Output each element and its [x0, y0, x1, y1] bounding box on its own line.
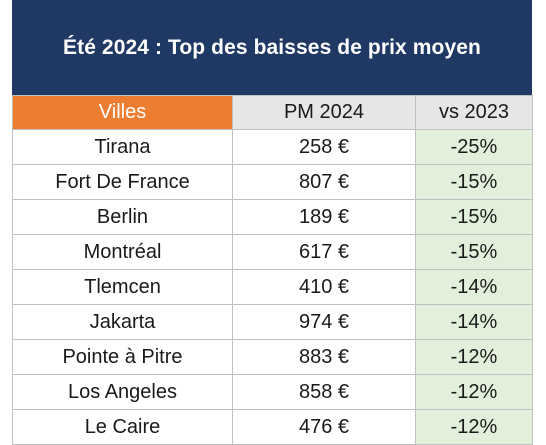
header-row: Villes PM 2024 vs 2023	[12, 95, 533, 130]
change-cell: -15%	[415, 234, 533, 270]
price-cell: 476 €	[232, 409, 416, 445]
city-cell: Jakarta	[12, 304, 233, 340]
price-cell: 258 €	[232, 129, 416, 165]
price-cell: 410 €	[232, 269, 416, 305]
change-cell: -15%	[415, 199, 533, 235]
price-cell: 617 €	[232, 234, 416, 270]
city-cell: Tlemcen	[12, 269, 233, 305]
table-title: Été 2024 : Top des baisses de prix moyen	[12, 0, 532, 95]
header-pm-2024: PM 2024	[232, 95, 416, 130]
table-row: Montréal 617 € -15%	[12, 234, 533, 270]
price-table: Villes PM 2024 vs 2023 Tirana 258 € -25%…	[12, 95, 533, 445]
city-cell: Le Caire	[12, 409, 233, 445]
price-cell: 974 €	[232, 304, 416, 340]
header-vs-2023: vs 2023	[415, 95, 533, 130]
change-cell: -14%	[415, 269, 533, 305]
table-row: Tirana 258 € -25%	[12, 129, 533, 165]
change-cell: -25%	[415, 129, 533, 165]
city-cell: Tirana	[12, 129, 233, 165]
city-cell: Montréal	[12, 234, 233, 270]
city-cell: Los Angeles	[12, 374, 233, 410]
city-cell: Fort De France	[12, 164, 233, 200]
table-row: Pointe à Pitre 883 € -12%	[12, 339, 533, 375]
table-row: Tlemcen 410 € -14%	[12, 269, 533, 305]
table-row: Fort De France 807 € -15%	[12, 164, 533, 200]
price-cell: 858 €	[232, 374, 416, 410]
table-row: Berlin 189 € -15%	[12, 199, 533, 235]
price-cell: 189 €	[232, 199, 416, 235]
change-cell: -15%	[415, 164, 533, 200]
change-cell: -14%	[415, 304, 533, 340]
table-row: Los Angeles 858 € -12%	[12, 374, 533, 410]
table-row: Jakarta 974 € -14%	[12, 304, 533, 340]
city-cell: Pointe à Pitre	[12, 339, 233, 375]
table-row: Le Caire 476 € -12%	[12, 409, 533, 445]
city-cell: Berlin	[12, 199, 233, 235]
change-cell: -12%	[415, 374, 533, 410]
change-cell: -12%	[415, 409, 533, 445]
price-cell: 807 €	[232, 164, 416, 200]
header-villes: Villes	[12, 95, 233, 130]
price-cell: 883 €	[232, 339, 416, 375]
change-cell: -12%	[415, 339, 533, 375]
